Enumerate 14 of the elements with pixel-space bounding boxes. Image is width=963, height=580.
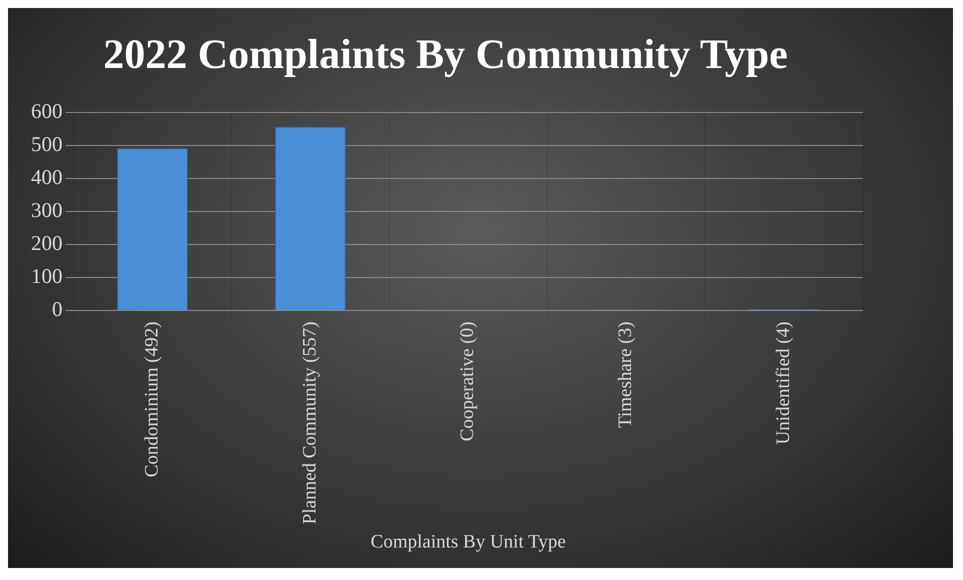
x-tick-label: Planned Community (557) [299, 322, 320, 524]
x-tick-label: Cooperative (0) [457, 322, 478, 442]
chart-title: 2022 Complaints By Community Type [103, 32, 788, 78]
y-tick-label: 500 [31, 132, 62, 156]
y-tick-label: 600 [31, 98, 62, 123]
x-tick-label: Condominium (492) [141, 322, 162, 478]
y-tick-label: 0 [52, 297, 62, 322]
x-axis-title: Complaints By Unit Type [370, 532, 566, 553]
x-tick-label: Unidentified (4) [773, 322, 794, 444]
x-tick-label: Timeshare (3) [615, 322, 636, 428]
y-tick-label: 300 [31, 198, 62, 222]
y-tick-label: 100 [31, 264, 62, 288]
y-tick-label: 400 [31, 164, 62, 189]
y-tick-label: 200 [31, 231, 62, 256]
